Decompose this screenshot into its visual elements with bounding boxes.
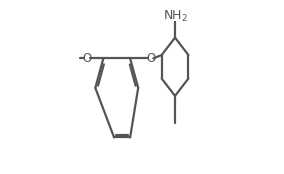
Text: O: O — [83, 52, 92, 65]
Text: NH$_2$: NH$_2$ — [162, 9, 187, 23]
Text: O: O — [146, 52, 156, 65]
